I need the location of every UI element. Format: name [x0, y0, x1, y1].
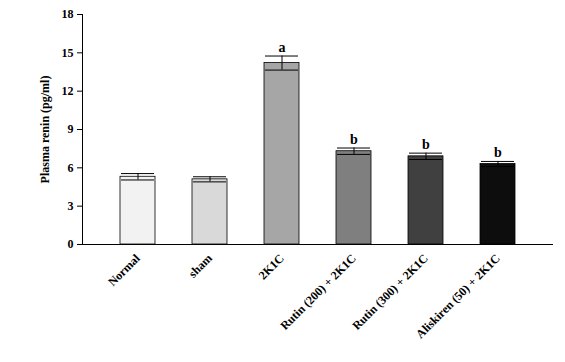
svg-text:3: 3	[68, 199, 74, 213]
svg-text:12: 12	[62, 84, 74, 98]
svg-text:b: b	[350, 132, 358, 147]
svg-text:a: a	[279, 40, 286, 55]
svg-text:18: 18	[62, 7, 74, 21]
svg-text:Plasma renin (pg/ml): Plasma renin (pg/ml)	[38, 76, 52, 184]
svg-text:Rutin (200) + 2K1C: Rutin (200) + 2K1C	[277, 251, 358, 332]
svg-text:b: b	[422, 137, 430, 152]
svg-text:b: b	[494, 145, 502, 160]
svg-text:Normal: Normal	[105, 251, 143, 289]
svg-text:Rutin (300) + 2K1C: Rutin (300) + 2K1C	[349, 251, 430, 332]
svg-text:sham: sham	[186, 251, 215, 280]
svg-text:9: 9	[68, 122, 74, 136]
svg-text:Aliskiren (50) + 2K1C: Aliskiren (50) + 2K1C	[413, 251, 503, 341]
svg-text:2K1C: 2K1C	[256, 251, 287, 282]
svg-text:6: 6	[68, 161, 74, 175]
svg-text:0: 0	[68, 237, 74, 251]
svg-text:15: 15	[62, 46, 74, 60]
